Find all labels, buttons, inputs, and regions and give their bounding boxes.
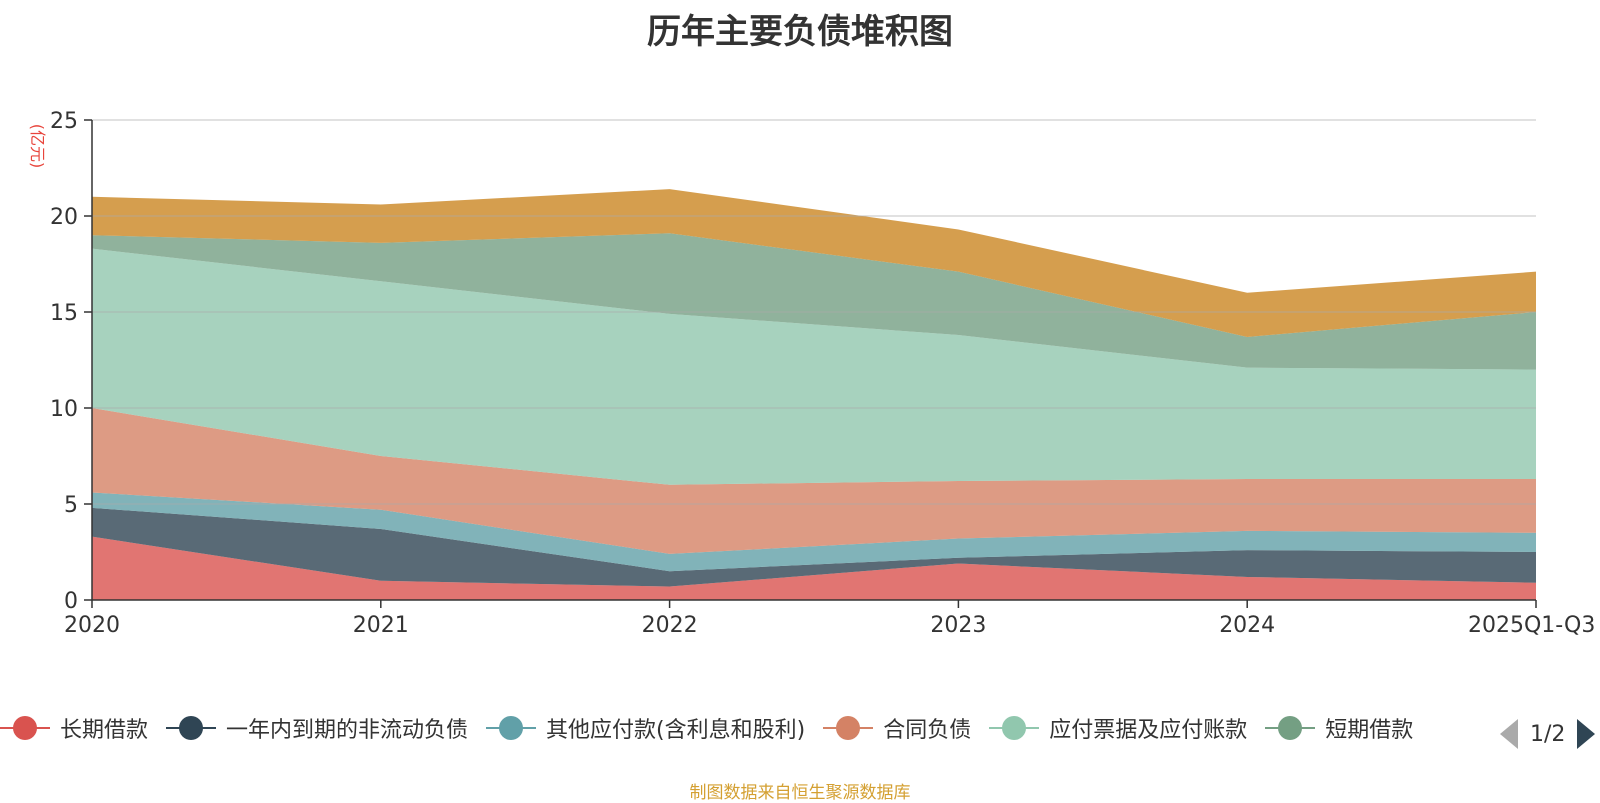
- area-series-1[interactable]: [92, 507, 1536, 587]
- legend-pager: 1/2: [1500, 716, 1600, 752]
- legend-marker-icon: [166, 716, 217, 740]
- area-series-4[interactable]: [92, 248, 1536, 485]
- legend-item-1[interactable]: 一年内到期的非流动负债: [166, 712, 468, 744]
- legend: 长期借款 一年内到期的非流动负债 其他应付款(含利息和股利) 合同负债 应付票据及应付账…: [0, 712, 1480, 756]
- legend-item-3[interactable]: 合同负债: [823, 712, 971, 744]
- legend-item-label: 其他应付款(含利息和股利): [546, 718, 806, 743]
- area-series-6[interactable]: [92, 189, 1536, 337]
- chart-plot: 0 5 10 15 20 25 2020 2021 2022 2023 2024 2025Q1-Q3 (…: [28, 109, 1595, 638]
- source-note: 制图数据来自恒生聚源数据库: [689, 783, 911, 803]
- y-tick-label-15: 15: [50, 301, 78, 326]
- x-tick-label-2: 2022: [642, 613, 698, 638]
- area-series-3[interactable]: [92, 408, 1536, 554]
- legend-item-label: 应付票据及应付账款: [1049, 718, 1248, 743]
- legend-item-label: 合同负债: [883, 718, 972, 743]
- area-series-2[interactable]: [92, 492, 1536, 572]
- y-tick-label-5: 5: [64, 493, 78, 518]
- area-series-0[interactable]: [92, 536, 1536, 600]
- x-tick-label-1: 2021: [353, 613, 409, 638]
- legend-next-page-arrow-icon[interactable]: [1577, 719, 1596, 749]
- chart-title: 历年主要负债堆积图: [647, 12, 953, 52]
- legend-prev-page-arrow-icon[interactable]: [1500, 719, 1518, 749]
- legend-item-label: 短期借款: [1325, 718, 1414, 743]
- legend-item-label: 一年内到期的非流动负债: [226, 718, 469, 743]
- legend-item-0[interactable]: 长期借款: [0, 712, 148, 744]
- x-tick-label-0: 2020: [64, 613, 120, 638]
- legend-page-indicator: 1/2: [1530, 721, 1566, 747]
- legend-item-4[interactable]: 应付票据及应付账款: [989, 712, 1247, 744]
- x-tick-label-5: 2025Q1-Q3: [1468, 613, 1595, 638]
- area-series-5[interactable]: [92, 233, 1536, 370]
- x-tick-label-4: 2024: [1219, 613, 1275, 638]
- legend-marker-icon: [823, 716, 874, 740]
- y-tick-label-10: 10: [50, 397, 78, 422]
- legend-item-2[interactable]: 其他应付款(含利息和股利): [486, 712, 805, 744]
- legend-marker-icon: [486, 716, 537, 740]
- legend-marker-icon: [989, 716, 1040, 740]
- legend-item-label: 长期借款: [60, 718, 149, 743]
- y-tick-label-20: 20: [50, 205, 78, 230]
- y-tick-label-0: 0: [64, 589, 78, 614]
- y-tick-label-25: 25: [50, 109, 78, 134]
- legend-marker-icon: [0, 716, 50, 740]
- y-axis-unit-label: (亿元): [28, 124, 47, 169]
- legend-item-5[interactable]: 短期借款: [1265, 712, 1413, 744]
- x-tick-label-3: 2023: [930, 613, 986, 638]
- legend-marker-icon: [1265, 716, 1316, 740]
